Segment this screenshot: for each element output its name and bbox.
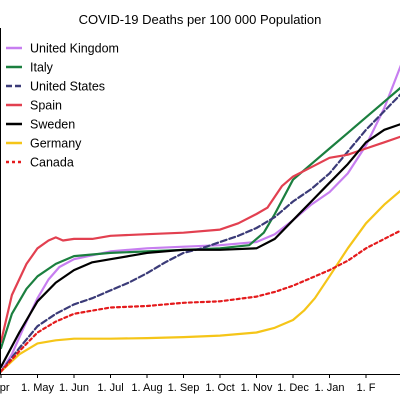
legend-label-spain: Spain — [30, 99, 62, 113]
legend: United Kingdom Italy United States Spain Swe… — [6, 42, 119, 170]
series-line-sweden — [1, 123, 400, 368]
x-tick-label: 1. Nov — [241, 382, 273, 394]
legend-label-sweden: Sweden — [30, 118, 75, 132]
legend-label-germany: Germany — [30, 137, 82, 151]
x-tick-label: 1. May — [21, 382, 55, 394]
x-tick-label: 1. Jun — [59, 382, 89, 394]
x-tick-label: 1. F — [357, 382, 376, 394]
x-tick-label: 1. Oct — [205, 382, 234, 394]
legend-label-canada: Canada — [30, 156, 74, 170]
series-layer — [1, 64, 400, 373]
series-line-united-kingdom — [1, 64, 400, 373]
series-line-italy — [1, 86, 400, 350]
chart-title: COVID-19 Deaths per 100 000 Population — [79, 12, 322, 27]
series-line-spain — [1, 135, 400, 343]
legend-label-italy: Italy — [30, 61, 54, 75]
legend-label-united-states: United States — [30, 80, 105, 94]
x-tick-label: 1. Jul — [97, 382, 123, 394]
series-line-canada — [1, 229, 400, 373]
legend-label-united-kingdom: United Kingdom — [30, 42, 119, 56]
series-line-united-states — [1, 93, 400, 373]
x-tick-label: 1. Dec — [277, 382, 309, 394]
series-line-germany — [1, 189, 400, 373]
x-tick-label: Apr — [0, 382, 10, 394]
x-axis-ticks: Apr 1. May 1. Jun 1. Jul 1. Aug 1. Sep 1. Oct 1… — [0, 374, 376, 394]
x-tick-label: 1. Sep — [168, 382, 200, 394]
x-tick-label: 1. Jan — [315, 382, 345, 394]
x-tick-label: 1. Aug — [131, 382, 162, 394]
